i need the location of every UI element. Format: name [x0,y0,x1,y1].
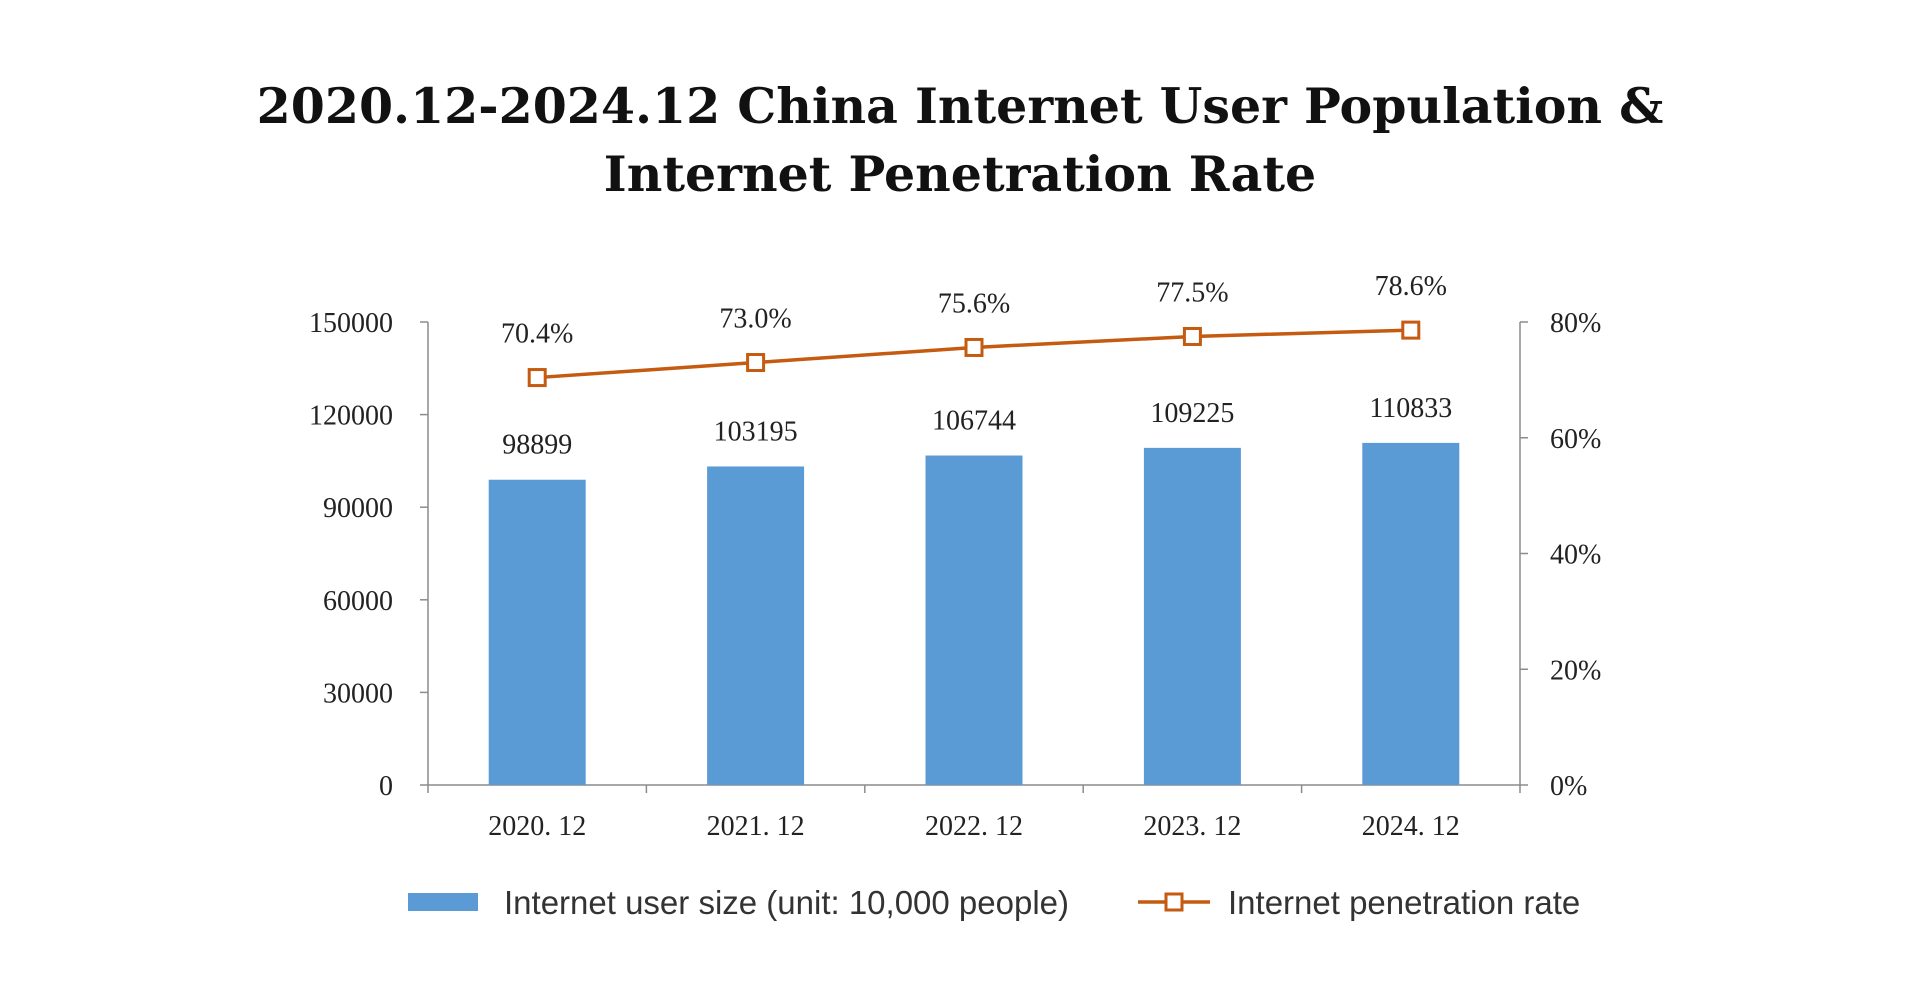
chart-title: 2020.12-2024.12 China Internet User Popu… [0,72,1920,208]
line-point-marker [1182,326,1202,346]
bar [488,479,586,785]
x-axis-tick-label: 2021. 12 [707,811,805,842]
bar-data-label: 98899 [502,430,572,461]
chart-title-line-1: 2020.12-2024.12 China Internet User Popu… [256,77,1664,135]
left-axis-tick-label: 60000 [323,586,393,617]
x-axis-tick-label: 2022. 12 [925,811,1023,842]
right-axis-tick-label: 0% [1550,771,1587,802]
left-axis-tick-label: 120000 [309,401,393,432]
line-point-marker [746,353,766,373]
x-axis-tick-label: 2023. 12 [1143,811,1241,842]
right-axis-tick-label: 20% [1550,655,1601,686]
right-axis-tick-label: 60% [1550,424,1601,455]
line-data-label: 73.0% [719,304,791,335]
left-axis-tick-label: 150000 [309,308,393,339]
bar-data-label: 103195 [714,416,798,447]
x-axis-tick-label: 2020. 12 [488,811,586,842]
chart-title-line-2: Internet Penetration Rate [603,145,1317,203]
bar [925,455,1023,785]
line-point-marker [964,337,984,357]
legend-bar-label: Internet user size (unit: 10,000 people) [504,884,1069,921]
line-data-label: 78.6% [1375,271,1447,302]
legend-line-label: Internet penetration rate [1228,884,1580,921]
left-axis-tick-label: 30000 [323,678,393,709]
legend-bar-swatch [408,893,478,911]
right-axis-tick-label: 40% [1550,540,1601,571]
bar-data-label: 106744 [932,406,1016,437]
bar [1362,442,1460,785]
left-axis-tick-label: 0 [379,771,393,802]
x-axis-tick-label: 2024. 12 [1362,811,1460,842]
line-data-label: 75.6% [938,288,1010,319]
line-data-label: 70.4% [501,319,573,350]
line-point-marker [527,368,547,388]
bar-data-label: 109225 [1150,398,1234,429]
line-point-marker [1401,320,1421,340]
bar [1143,447,1241,785]
right-axis-tick-label: 80% [1550,308,1601,339]
bar-data-label: 110833 [1369,393,1452,424]
left-axis-tick-label: 90000 [323,493,393,524]
line-data-label: 77.5% [1156,277,1228,308]
legend-line-marker [1164,892,1184,912]
bar [707,466,805,785]
